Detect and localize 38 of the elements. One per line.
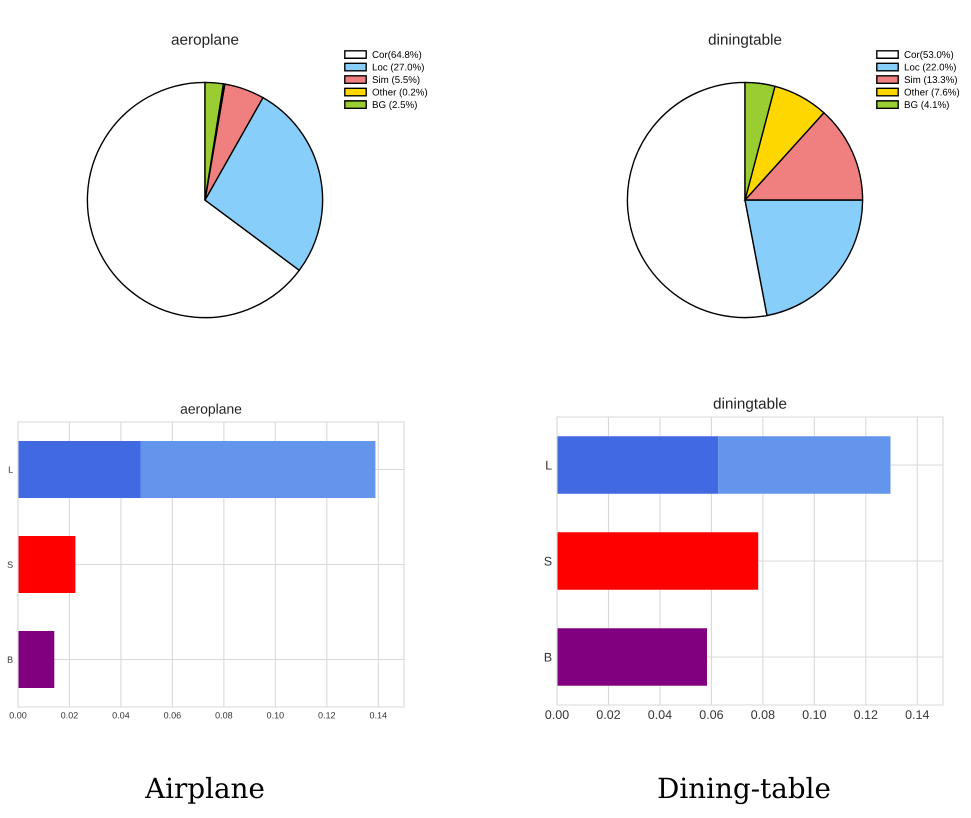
- x-tick-label: 0.14: [370, 712, 387, 718]
- x-tick-label: 0.10: [266, 712, 284, 718]
- x-tick-label: 0.06: [164, 712, 181, 718]
- x-tick-label: 0.08: [215, 712, 232, 718]
- y-tick-label: B: [8, 656, 13, 663]
- chart-title: diningtable: [714, 398, 786, 412]
- x-tick-label: 0.06: [700, 710, 724, 720]
- chart-title: aeroplane: [180, 404, 242, 417]
- chart-title: diningtable: [708, 34, 782, 48]
- x-tick-label: 0.02: [596, 710, 620, 720]
- legend-label: BG (4.1%): [904, 100, 949, 110]
- y-tick-label: L: [546, 460, 552, 470]
- x-tick-label: 0.14: [906, 710, 930, 720]
- x-tick-label: 0.08: [751, 710, 774, 720]
- x-tick-label: 0.00: [545, 710, 569, 720]
- legend-label: Other (0.2%): [372, 88, 428, 98]
- text: Airplane: [144, 776, 264, 804]
- y-tick-label: L: [8, 466, 13, 473]
- chart-title: aeroplane: [172, 34, 238, 48]
- legend-label: Sim (5.5%): [372, 76, 420, 85]
- text: Dining-table: [658, 776, 830, 804]
- y-tick-label: S: [8, 561, 13, 568]
- legend-label: Cor(64.8%): [372, 50, 422, 60]
- legend-label: Cor(53.0%): [904, 50, 954, 60]
- x-tick-label: 0.00: [10, 712, 26, 718]
- x-tick-label: 0.04: [112, 712, 130, 718]
- legend-label: Loc (27.0%): [372, 63, 424, 72]
- x-tick-label: 0.02: [61, 712, 78, 718]
- y-tick-label: B: [544, 652, 552, 662]
- legend-label: Sim (13.3%): [904, 76, 957, 85]
- x-tick-label: 0.12: [854, 710, 878, 720]
- x-tick-label: 0.10: [802, 710, 826, 720]
- legend-label: BG (2.5%): [372, 100, 417, 110]
- x-tick-label: 0.04: [648, 710, 672, 720]
- legend-label: Loc (22.0%): [904, 63, 956, 72]
- legend-label: Other (7.6%): [904, 88, 960, 98]
- y-tick-label: S: [544, 556, 552, 566]
- x-tick-label: 0.12: [318, 712, 336, 718]
